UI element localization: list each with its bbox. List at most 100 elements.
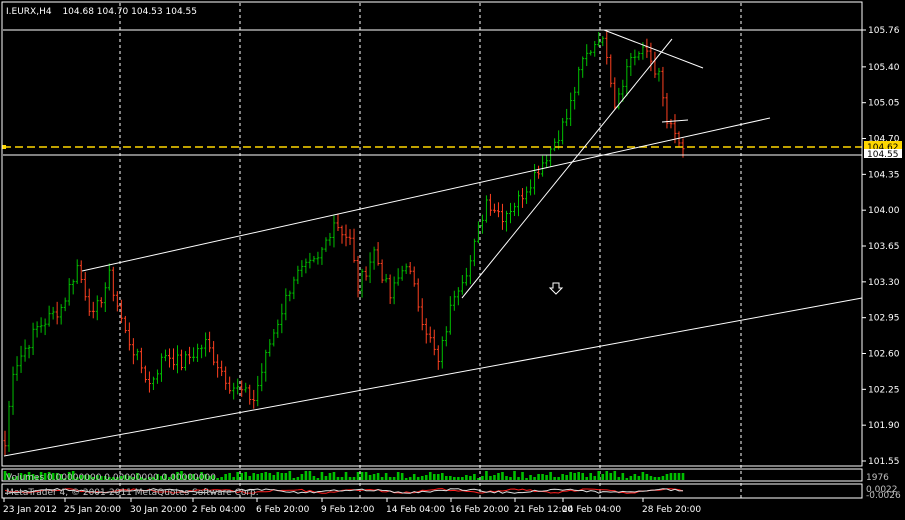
candle[interactable]	[7, 400, 11, 452]
candle[interactable]	[364, 266, 368, 281]
candle[interactable]	[127, 322, 131, 351]
candle[interactable]	[384, 273, 388, 283]
candle[interactable]	[192, 347, 196, 362]
candle[interactable]	[408, 261, 412, 275]
candle[interactable]	[649, 42, 653, 72]
candle[interactable]	[597, 31, 601, 47]
candle[interactable]	[657, 67, 661, 82]
candle[interactable]	[176, 345, 180, 374]
candle[interactable]	[27, 344, 31, 359]
candle[interactable]	[376, 242, 380, 266]
candle[interactable]	[284, 288, 288, 321]
candle[interactable]	[119, 299, 123, 323]
candle[interactable]	[484, 195, 488, 223]
candle[interactable]	[71, 279, 75, 295]
candle[interactable]	[669, 119, 673, 129]
candle[interactable]	[605, 31, 609, 65]
candle[interactable]	[661, 66, 665, 107]
candle[interactable]	[111, 266, 115, 302]
candle[interactable]	[533, 164, 537, 195]
candle[interactable]	[513, 202, 517, 217]
candle[interactable]	[260, 363, 264, 392]
candle[interactable]	[248, 384, 252, 405]
candle[interactable]	[444, 326, 448, 347]
candle[interactable]	[39, 317, 43, 333]
candle[interactable]	[252, 389, 256, 409]
candle[interactable]	[541, 155, 545, 177]
candle[interactable]	[424, 318, 428, 344]
candle[interactable]	[468, 255, 472, 285]
candle[interactable]	[220, 360, 224, 377]
candle[interactable]	[75, 259, 79, 284]
candle[interactable]	[613, 77, 617, 110]
candle[interactable]	[159, 353, 163, 382]
candle[interactable]	[184, 351, 188, 371]
candle[interactable]	[480, 214, 484, 234]
candle[interactable]	[396, 268, 400, 286]
candle[interactable]	[276, 319, 280, 338]
candle[interactable]	[368, 252, 372, 284]
candle[interactable]	[504, 210, 508, 232]
candle[interactable]	[500, 203, 504, 230]
candle[interactable]	[332, 215, 336, 248]
candle[interactable]	[412, 266, 416, 287]
candle[interactable]	[348, 229, 352, 245]
candle[interactable]	[95, 295, 99, 321]
candle[interactable]	[320, 247, 324, 265]
candle[interactable]	[448, 296, 452, 335]
candle[interactable]	[589, 50, 593, 56]
candle[interactable]	[488, 193, 492, 216]
candle[interactable]	[300, 260, 304, 278]
candle[interactable]	[224, 366, 228, 390]
candle[interactable]	[464, 267, 468, 286]
candle[interactable]	[673, 114, 677, 144]
candle[interactable]	[537, 165, 541, 179]
candle[interactable]	[340, 225, 344, 244]
candle[interactable]	[143, 365, 147, 383]
candle[interactable]	[35, 321, 39, 338]
candle[interactable]	[420, 298, 424, 331]
candle[interactable]	[581, 56, 585, 78]
channel-upper-line[interactable]	[81, 117, 771, 272]
candle[interactable]	[308, 252, 312, 269]
candle[interactable]	[460, 274, 464, 295]
candle[interactable]	[312, 255, 316, 263]
candle[interactable]	[681, 138, 685, 158]
candle[interactable]	[440, 336, 444, 369]
candle[interactable]	[545, 155, 549, 169]
candle[interactable]	[151, 376, 155, 390]
candle[interactable]	[617, 87, 621, 110]
candle[interactable]	[196, 343, 200, 362]
candle[interactable]	[456, 287, 460, 306]
candle[interactable]	[677, 131, 681, 148]
candle[interactable]	[645, 38, 649, 58]
candle[interactable]	[163, 349, 167, 362]
candle[interactable]	[521, 188, 525, 208]
uptrend-line[interactable]	[461, 38, 673, 299]
candle[interactable]	[344, 224, 348, 247]
candle[interactable]	[304, 258, 308, 274]
candle[interactable]	[147, 371, 151, 393]
candle[interactable]	[51, 306, 55, 320]
trendlines[interactable]	[2, 29, 863, 457]
candle[interactable]	[328, 232, 332, 246]
candle[interactable]	[633, 49, 637, 66]
candle[interactable]	[629, 52, 633, 76]
candle[interactable]	[404, 263, 408, 275]
candle[interactable]	[388, 274, 392, 304]
candle[interactable]	[593, 41, 597, 57]
candle[interactable]	[476, 221, 480, 244]
candle[interactable]	[155, 369, 159, 384]
candlesticks[interactable]	[3, 31, 685, 456]
candle[interactable]	[609, 54, 613, 88]
downtrend-line[interactable]	[603, 29, 704, 69]
candle[interactable]	[492, 203, 496, 213]
candle[interactable]	[200, 344, 204, 359]
candle[interactable]	[625, 58, 629, 97]
candle[interactable]	[180, 349, 184, 371]
candle[interactable]	[240, 380, 244, 397]
candle[interactable]	[416, 278, 420, 312]
candle[interactable]	[232, 382, 236, 400]
candle[interactable]	[577, 66, 581, 96]
candle[interactable]	[292, 276, 296, 300]
